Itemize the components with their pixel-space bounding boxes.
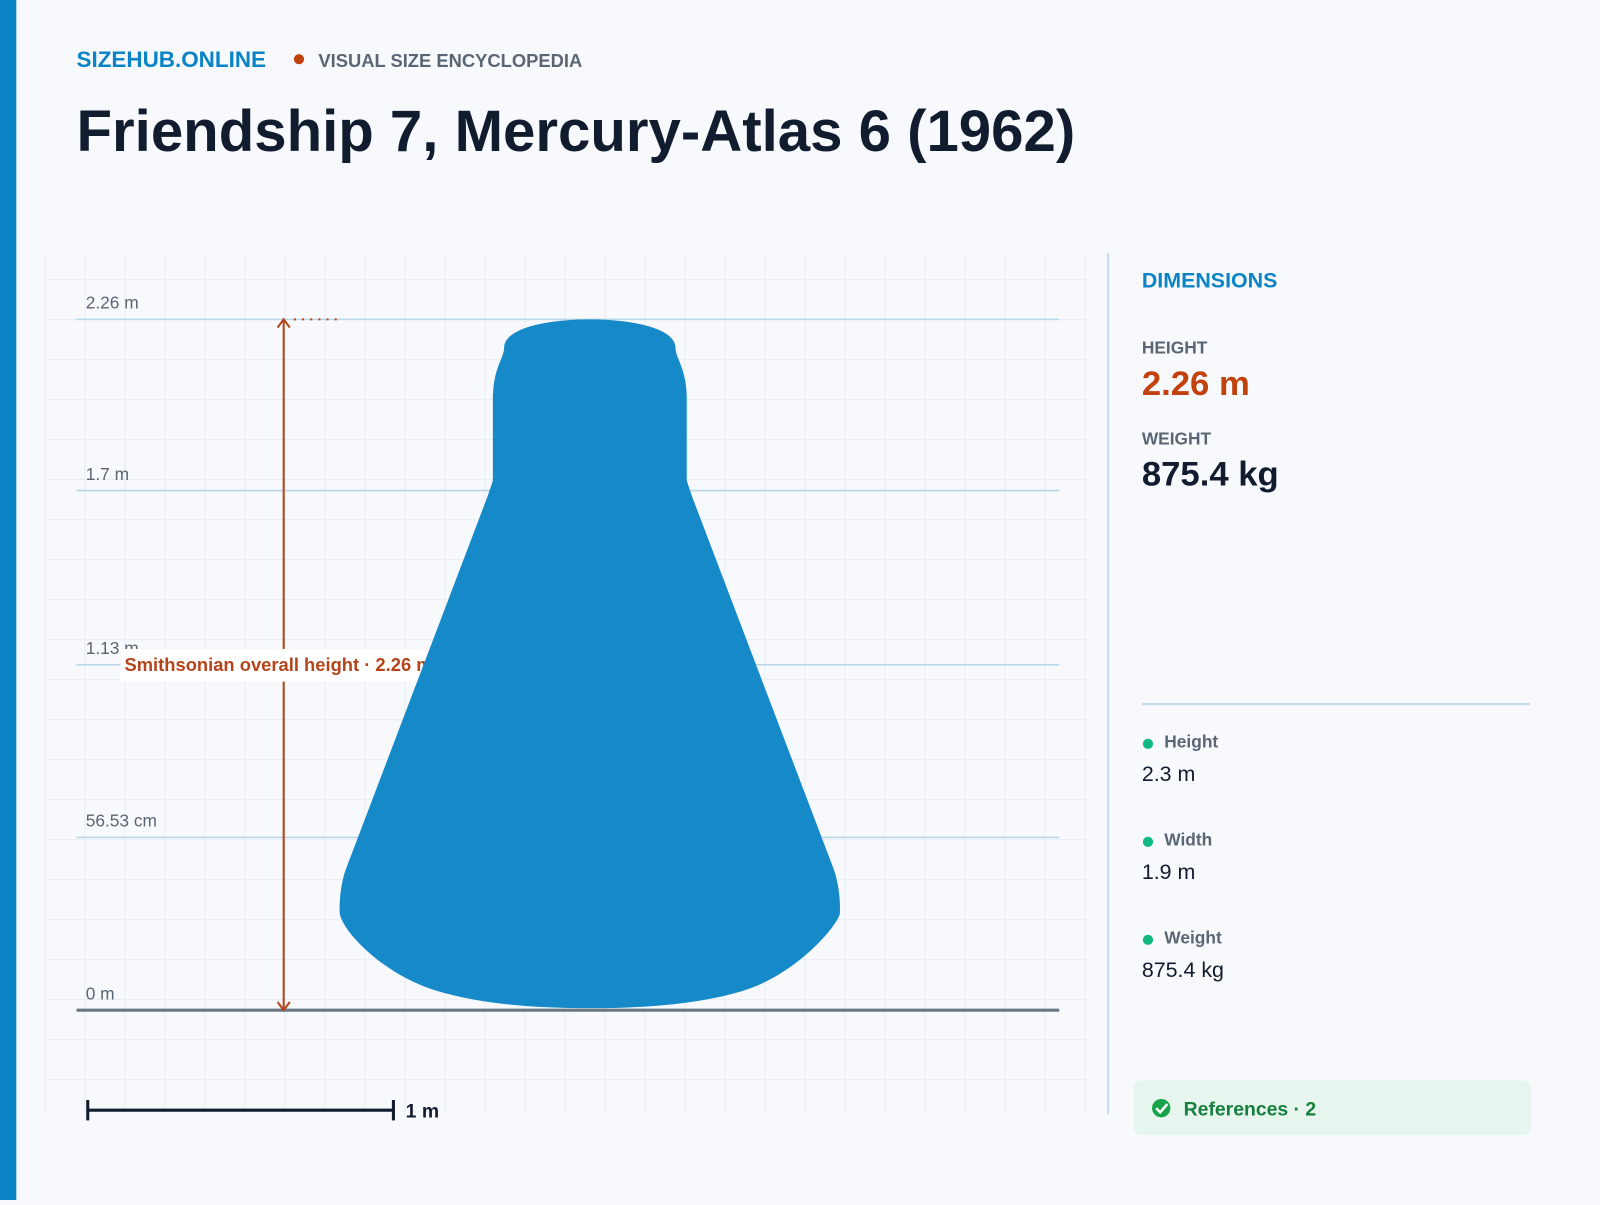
check-icon: [1152, 1098, 1171, 1118]
fact-dot: [1142, 836, 1154, 847]
tick-label: 2.26 m: [86, 293, 139, 313]
fact-value: 1.9 m: [1142, 860, 1196, 884]
sidebar-heading: DIMENSIONS: [1142, 268, 1278, 292]
weight-value: 875.4 kg: [1142, 456, 1279, 494]
tagline: VISUAL SIZE ENCYCLOPEDIA: [318, 50, 582, 71]
fact-dot: [1142, 934, 1154, 945]
fact-dot: [1142, 738, 1154, 749]
check-mark: [1155, 1103, 1169, 1115]
references-box[interactable]: [1133, 1080, 1531, 1135]
tick-label: 0 m: [86, 983, 115, 1003]
arrow-head: [276, 317, 291, 329]
page-title: Friendship 7, Mercury-Atlas 6 (1962): [77, 99, 1076, 164]
height-value: 2.26 m: [1142, 365, 1250, 403]
weight-label: WEIGHT: [1142, 428, 1212, 448]
separator-dot: [293, 54, 305, 65]
fact-label: Width: [1164, 829, 1212, 849]
fact-value: 875.4 kg: [1142, 958, 1224, 982]
object-silhouette: [339, 319, 840, 1009]
brand[interactable]: SIZEHUB.ONLINE: [77, 47, 267, 72]
accent-bar: [0, 0, 17, 1200]
scale-label: 1 m: [406, 1100, 439, 1122]
fact-value: 2.3 m: [1142, 762, 1196, 786]
references[interactable]: References · 2: [1184, 1098, 1316, 1120]
fact-label: Weight: [1164, 927, 1222, 947]
tick-label: 1.7 m: [86, 464, 129, 484]
facts: Height 2.3 m Width 1.9 m Weight 875.4 kg: [1142, 731, 1224, 982]
annotation: Smithsonian overall height · 2.26 m: [124, 654, 432, 675]
arrow-head: [276, 1001, 291, 1012]
annotation-bg: [120, 648, 427, 682]
plot: 2.26 m1.7 m1.13 m56.53 cm0 mSmithsonian …: [76, 293, 1060, 1122]
tick-label: 56.53 cm: [86, 811, 157, 831]
fact-label: Height: [1164, 731, 1218, 751]
height-label: HEIGHT: [1142, 338, 1208, 358]
